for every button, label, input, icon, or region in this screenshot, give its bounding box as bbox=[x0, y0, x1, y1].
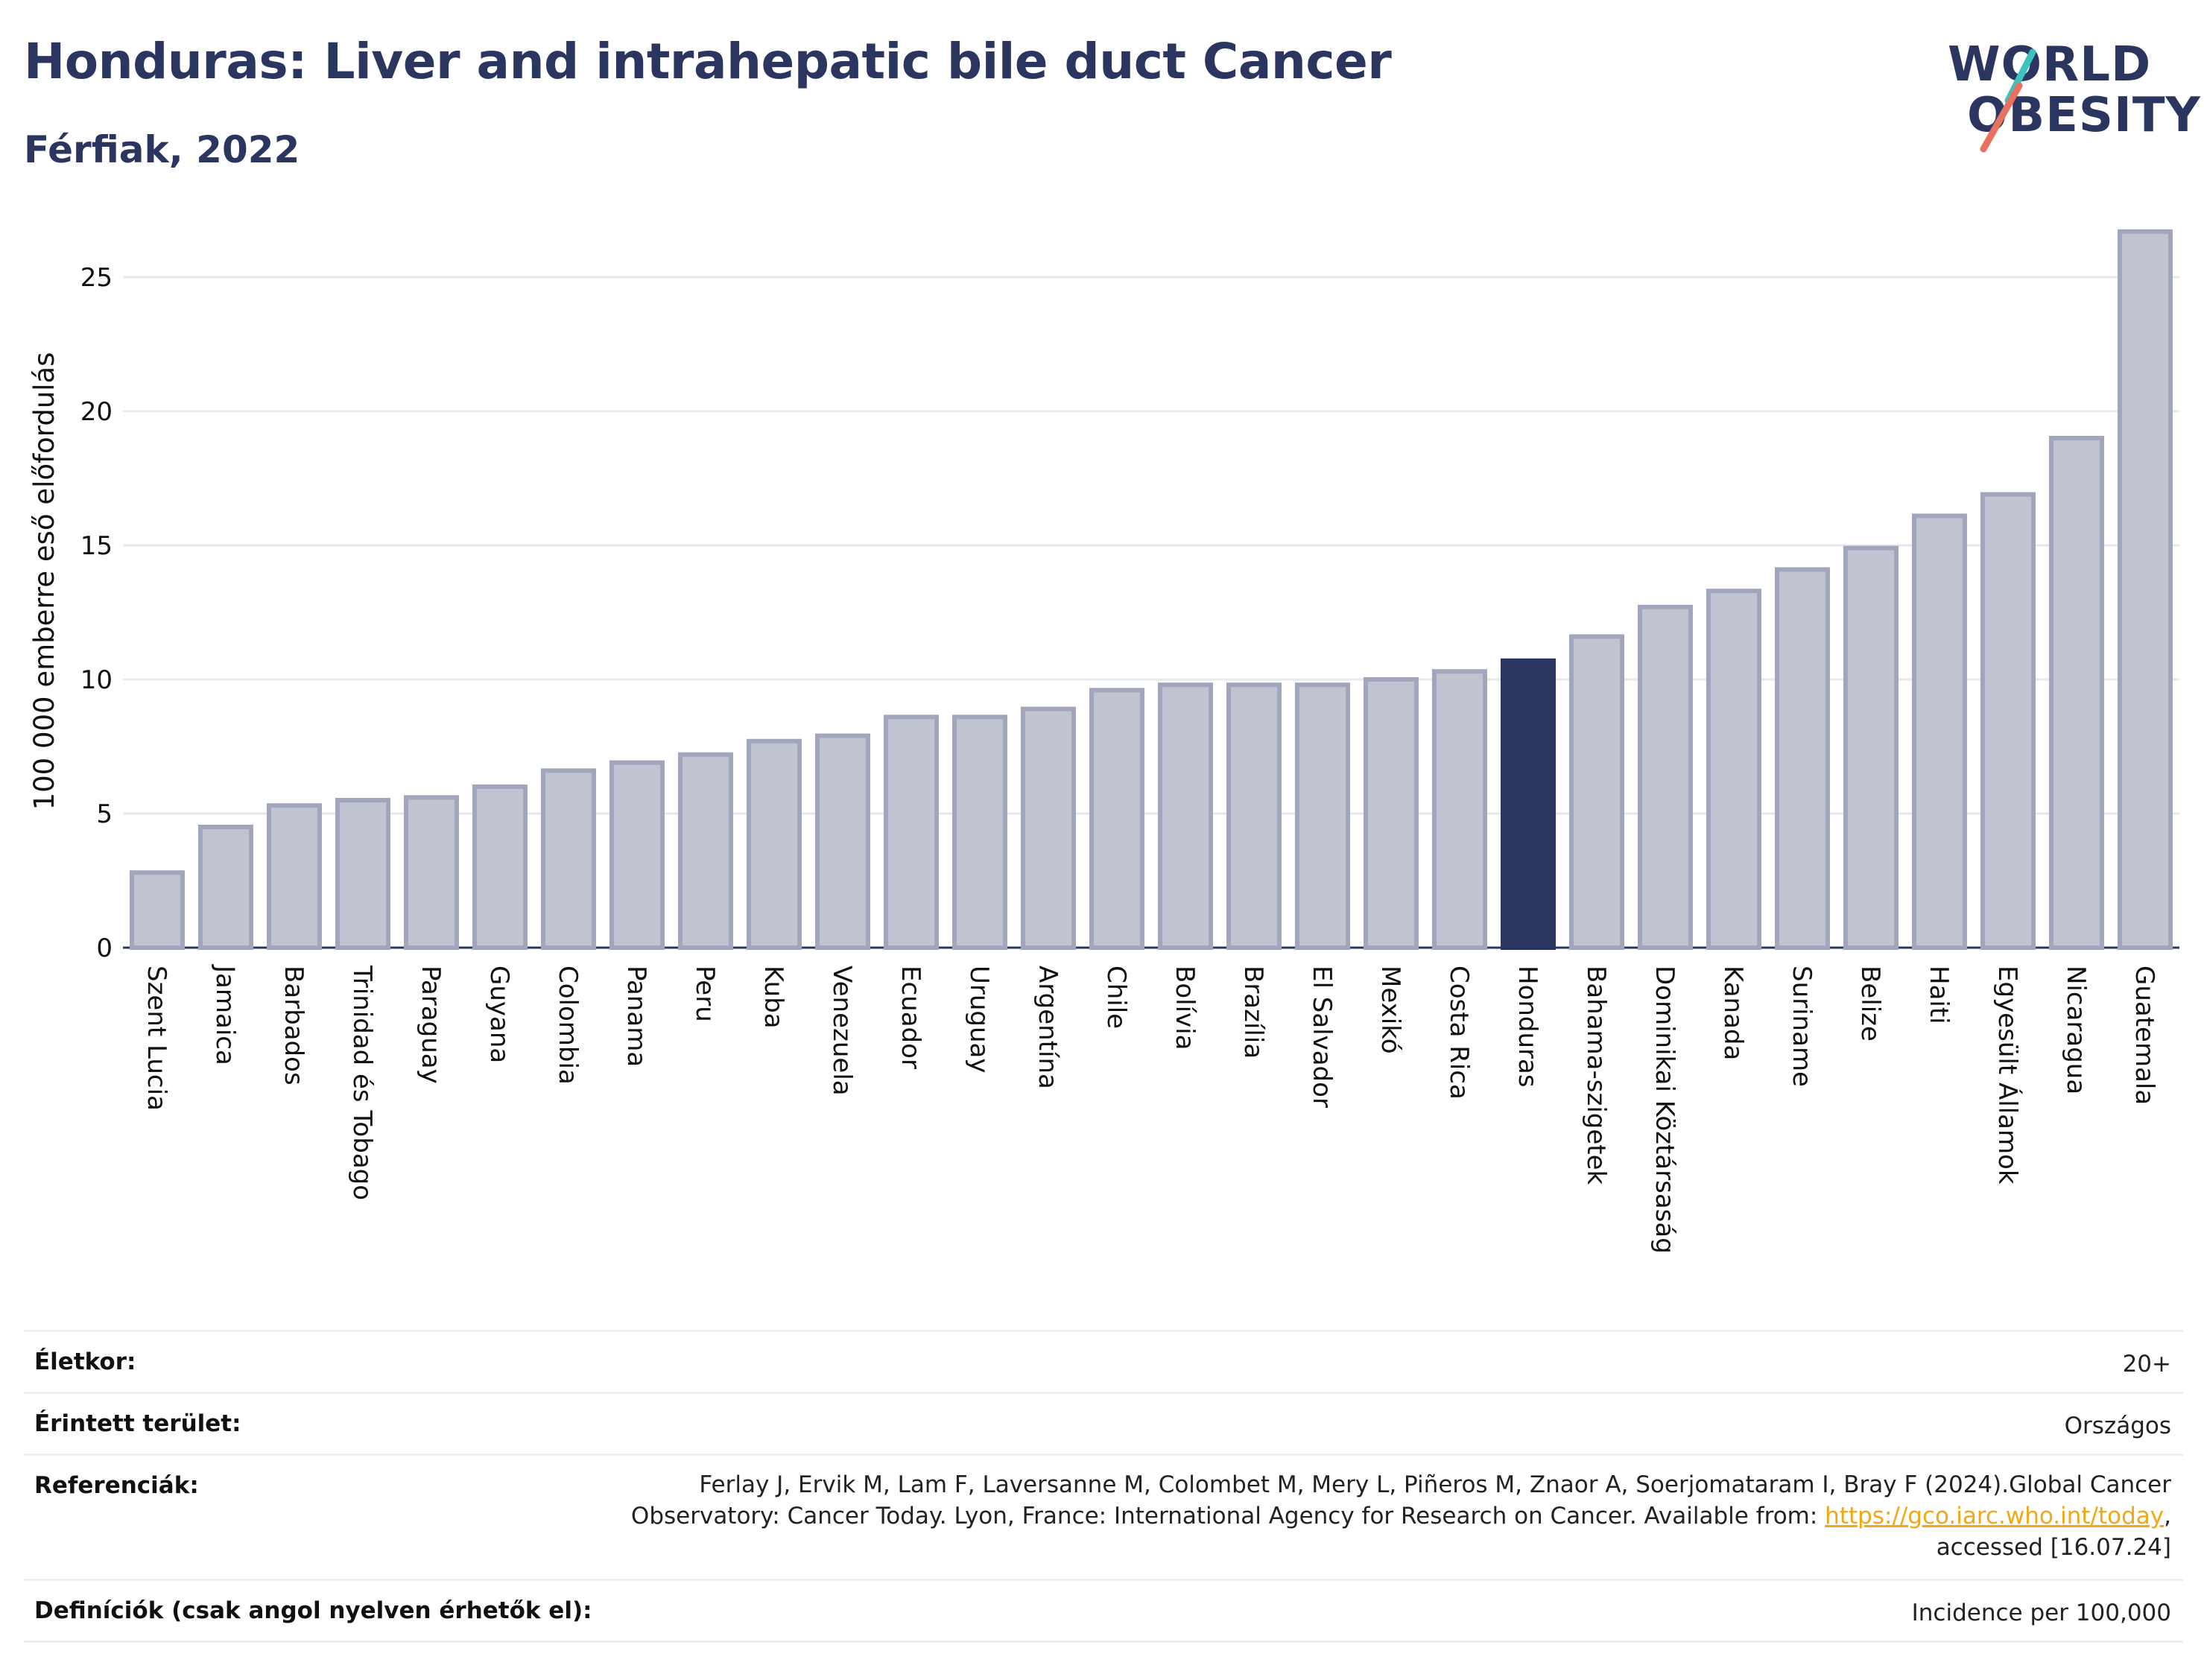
x-axis-labels: Szent Lucia Jamaica Barbados Trinidad és To… bbox=[142, 964, 2159, 1254]
logo-text-line1: WORLD bbox=[1948, 37, 2152, 92]
chart-subtitle: Férfiak, 2022 bbox=[24, 128, 300, 171]
bar-guatemala bbox=[2117, 229, 2173, 950]
bar-bolívia bbox=[1157, 682, 1214, 950]
bar-costa-rica bbox=[1431, 669, 1488, 950]
bar-ecuador bbox=[883, 714, 940, 951]
x-tick-label: Bolívia bbox=[1170, 966, 1200, 1050]
bar-peru bbox=[677, 752, 734, 950]
x-tick-label: Honduras bbox=[1513, 966, 1542, 1088]
bar-kanada bbox=[1706, 589, 1762, 950]
bar-honduras bbox=[1500, 658, 1557, 950]
x-tick-label: Paraguay bbox=[416, 966, 446, 1084]
y-tick-label: 5 bbox=[96, 799, 113, 829]
bar-argentína bbox=[1020, 706, 1077, 950]
bar-chart: 0 5 10 15 20 25 Szent Lucia Jamaica Barbados Tri… bbox=[28, 229, 2179, 1254]
references-value: Ferlay J, Ervik M, Lam F, Laversanne M, … bbox=[630, 1471, 2171, 1561]
bar-haiti bbox=[1911, 513, 1968, 950]
x-tick-label: Kanada bbox=[1718, 966, 1748, 1060]
x-tick-label: Kuba bbox=[759, 966, 788, 1029]
x-tick-label: Uruguay bbox=[964, 966, 994, 1074]
bar-bahama-szigetek bbox=[1568, 634, 1625, 951]
x-tick-label: Brazília bbox=[1238, 966, 1268, 1059]
bar-kuba bbox=[746, 738, 802, 950]
references-label: Referenciák: bbox=[34, 1472, 199, 1499]
x-tick-label: Szent Lucia bbox=[142, 966, 171, 1111]
bar-paraguay bbox=[403, 795, 460, 951]
y-axis: 0 5 10 15 20 25 bbox=[80, 263, 113, 963]
age-label: Életkor: bbox=[34, 1348, 136, 1375]
x-tick-label: Jamaica bbox=[210, 964, 240, 1065]
bar-el-salvador bbox=[1294, 682, 1351, 950]
bar-barbados bbox=[266, 803, 323, 950]
x-tick-label: Bahama-szigetek bbox=[1581, 966, 1611, 1185]
x-tick-label: Dominikai Köztársaság bbox=[1650, 966, 1679, 1254]
bar-dominikai-köztársaság bbox=[1637, 604, 1694, 950]
bar-szent-lucia bbox=[129, 870, 186, 950]
x-tick-label: Belize bbox=[1855, 966, 1885, 1042]
logo-slash-icon bbox=[1980, 48, 2036, 153]
y-axis-label: 100 000 emberre eső előfordulás bbox=[28, 352, 60, 811]
bar-brazília bbox=[1226, 682, 1282, 950]
bar-suriname bbox=[1774, 567, 1831, 951]
x-tick-label: Panama bbox=[621, 966, 651, 1067]
bar-trinidad-és-tobago bbox=[335, 798, 391, 950]
x-tick-label: Costa Rica bbox=[1444, 966, 1474, 1100]
x-tick-label: El Salvador bbox=[1307, 966, 1337, 1108]
y-tick-label: 20 bbox=[80, 397, 113, 427]
bar-uruguay bbox=[951, 714, 1008, 951]
bars bbox=[129, 229, 2173, 951]
x-tick-label: Trinidad és Tobago bbox=[347, 965, 377, 1200]
info-row-area: Érintett terület: Országos bbox=[24, 1392, 2183, 1454]
reference-line-3: accessed [16.07.24] bbox=[1936, 1534, 2171, 1561]
definitions-value: Incidence per 100,000 bbox=[1911, 1600, 2171, 1626]
y-tick-label: 25 bbox=[80, 263, 113, 293]
x-tick-label: Guatemala bbox=[2129, 966, 2159, 1105]
bar-chile bbox=[1089, 688, 1145, 951]
info-row-definitions: Definíciók (csak angol nyelven érhetők e… bbox=[24, 1579, 2183, 1641]
x-tick-label: Ecuador bbox=[896, 966, 925, 1069]
definitions-label: Definíciók (csak angol nyelven érhetők e… bbox=[34, 1597, 592, 1624]
age-value: 20+ bbox=[2122, 1351, 2171, 1378]
x-tick-label: Nicaragua bbox=[2061, 966, 2091, 1094]
y-tick-label: 0 bbox=[96, 933, 113, 963]
x-tick-label: Argentína bbox=[1033, 966, 1063, 1089]
area-value: Országos bbox=[2064, 1413, 2171, 1439]
bar-belize bbox=[1843, 545, 1899, 950]
x-tick-label: Peru bbox=[690, 966, 720, 1022]
reference-line-2: Observatory: Cancer Today. Lyon, France:… bbox=[630, 1503, 1818, 1530]
bar-jamaica bbox=[197, 825, 254, 950]
x-tick-label: Haiti bbox=[1924, 966, 1954, 1024]
bar-guyana bbox=[472, 784, 528, 950]
x-tick-label: Mexikó bbox=[1375, 966, 1405, 1054]
info-row-references: Referenciák: Ferlay J, Ervik M, Lam F, L… bbox=[24, 1454, 2183, 1579]
bar-panama bbox=[609, 760, 665, 950]
x-tick-label: Guyana bbox=[484, 966, 514, 1063]
bar-egyesült-államok bbox=[1980, 492, 2036, 950]
bar-nicaragua bbox=[2048, 436, 2105, 950]
grid-lines bbox=[123, 276, 2179, 949]
info-table: Életkor: 20+ Érintett terület: Országos … bbox=[24, 1330, 2183, 1643]
bar-colombia bbox=[540, 768, 597, 951]
area-label: Érintett terület: bbox=[34, 1410, 241, 1437]
y-tick-label: 10 bbox=[80, 665, 113, 695]
reference-line-1: Ferlay J, Ervik M, Lam F, Laversanne M, … bbox=[699, 1471, 2171, 1498]
y-tick-label: 15 bbox=[80, 531, 113, 561]
bar-venezuela bbox=[814, 733, 871, 950]
world-obesity-logo: WORLD OBESITY bbox=[1945, 30, 2200, 156]
reference-link[interactable]: https://gco.iarc.who.int/today bbox=[1825, 1503, 2165, 1530]
x-tick-label: Suriname bbox=[1787, 966, 1817, 1087]
x-tick-label: Barbados bbox=[279, 966, 308, 1085]
x-tick-label: Colombia bbox=[553, 966, 583, 1085]
x-tick-label: Egyesült Államok bbox=[1992, 966, 2023, 1185]
info-row-age: Életkor: 20+ bbox=[24, 1330, 2183, 1392]
bar-mexikó bbox=[1363, 677, 1419, 950]
x-tick-label: Chile bbox=[1101, 966, 1131, 1029]
chart-title: Honduras: Liver and intrahepatic bile du… bbox=[24, 33, 1392, 90]
x-tick-label: Venezuela bbox=[827, 966, 857, 1096]
